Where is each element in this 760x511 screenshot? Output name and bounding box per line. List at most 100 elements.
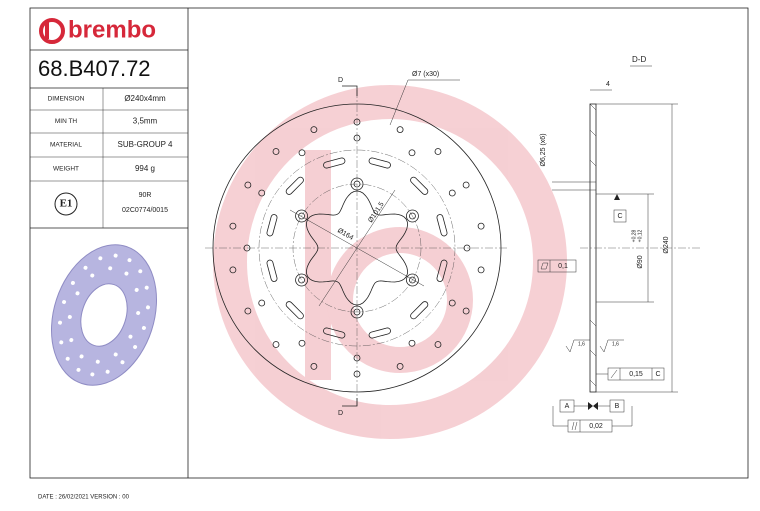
inner-pcd-label: Ø101,5	[367, 201, 385, 224]
datum-a: A	[565, 403, 570, 410]
vent-hole	[229, 266, 237, 274]
preview-hole	[136, 311, 141, 316]
flatness-symbol	[540, 262, 549, 270]
slot	[436, 259, 448, 282]
bolt-boss	[295, 273, 308, 287]
section-arrow	[342, 85, 358, 96]
preview-hole	[113, 352, 118, 357]
preview-hole	[105, 369, 110, 374]
disc-preview	[50, 244, 158, 386]
section-mark: D	[338, 410, 343, 417]
vent-hole	[434, 341, 442, 348]
vent-hole	[353, 354, 361, 362]
preview-hole	[79, 354, 84, 359]
preview-hole	[124, 271, 129, 276]
slot	[323, 327, 346, 339]
vent-hole	[244, 181, 252, 189]
slot	[266, 259, 278, 282]
parallelism-box	[567, 419, 613, 433]
vent-hole	[298, 149, 306, 157]
preview-hole	[59, 340, 64, 345]
watermark-ring	[213, 85, 567, 439]
bolt-boss	[406, 273, 419, 287]
bolt-hole	[409, 276, 416, 284]
datum-b: B	[615, 403, 620, 410]
flatness-value: 0,1	[558, 263, 568, 270]
vent-hole	[448, 189, 456, 197]
slot	[410, 176, 429, 195]
vent-hole	[310, 363, 318, 370]
dim-line	[318, 189, 396, 307]
vent-hole	[353, 118, 361, 126]
roughness: 1,6	[578, 341, 585, 347]
e-mark-circle	[54, 192, 78, 216]
vent-hole	[244, 307, 252, 315]
thickness-label: 4	[606, 81, 610, 88]
vent-hole	[272, 341, 280, 348]
vent-hole	[396, 363, 404, 370]
spec-value: Ø240x4mm	[124, 94, 166, 103]
slot	[285, 301, 304, 320]
preview-hole	[134, 287, 139, 292]
leader	[552, 406, 633, 427]
vent-hole	[353, 134, 361, 142]
spec-label: WEIGHT	[53, 166, 79, 173]
outer-pcd-label: Ø164	[336, 227, 354, 242]
bore-label: Ø90	[637, 255, 644, 268]
preview-hole	[113, 253, 118, 258]
frame	[29, 7, 749, 479]
datum-box	[613, 209, 627, 223]
vent-hole	[462, 181, 470, 189]
brand-logo	[39, 18, 65, 44]
runout-value: 0,15	[629, 371, 643, 378]
bore-tol-lower: +0,12	[637, 229, 643, 242]
datum-c: C	[617, 213, 622, 220]
preview-hole	[83, 265, 88, 270]
homologation-number: 02C0774/0015	[122, 207, 168, 214]
preview-hole	[98, 256, 103, 261]
section-mark: D	[338, 77, 343, 84]
preview-hole	[128, 334, 133, 339]
vent-hole	[396, 126, 404, 133]
preview-hole	[69, 338, 74, 343]
bolt-hole	[353, 308, 361, 316]
slot	[368, 157, 391, 169]
footer-date: DATE : 26/02/2021 VERSION : 00	[38, 495, 130, 501]
bolt-boss	[350, 177, 364, 191]
vent-hole	[408, 339, 416, 347]
slot	[410, 301, 429, 320]
parallelism-value: 0,02	[589, 423, 603, 430]
vent-hole	[258, 189, 266, 197]
preview-holes	[58, 253, 150, 377]
vent-hole	[477, 222, 485, 230]
vent-hole	[229, 222, 237, 230]
vent-hole	[477, 266, 485, 274]
preview-hole	[145, 305, 150, 310]
preview-hole	[76, 367, 81, 372]
runout-symbol	[610, 369, 618, 379]
slot	[368, 327, 391, 339]
bolt-boss	[350, 305, 364, 319]
bolt-hole	[409, 212, 416, 220]
bolt-boss	[406, 209, 419, 223]
spec-label: DIMENSION	[48, 96, 85, 103]
preview-hole	[144, 285, 149, 290]
vent-hole	[353, 370, 361, 378]
roughness: 1,6	[612, 341, 619, 347]
vent-hole	[434, 148, 442, 155]
watermark-bowl	[327, 227, 473, 373]
watermark	[213, 85, 567, 439]
preview-hole	[62, 300, 67, 305]
leader	[389, 79, 460, 126]
slot	[285, 176, 304, 195]
preview-hole	[108, 266, 113, 271]
preview-hole	[141, 325, 146, 330]
spec-value: 3,5mm	[133, 117, 158, 126]
vent-hole	[463, 244, 471, 252]
spec-label: MIN TH	[55, 118, 78, 125]
e-mark: E1	[60, 198, 73, 210]
preview-hole	[75, 291, 80, 296]
preview-hole	[67, 314, 72, 319]
